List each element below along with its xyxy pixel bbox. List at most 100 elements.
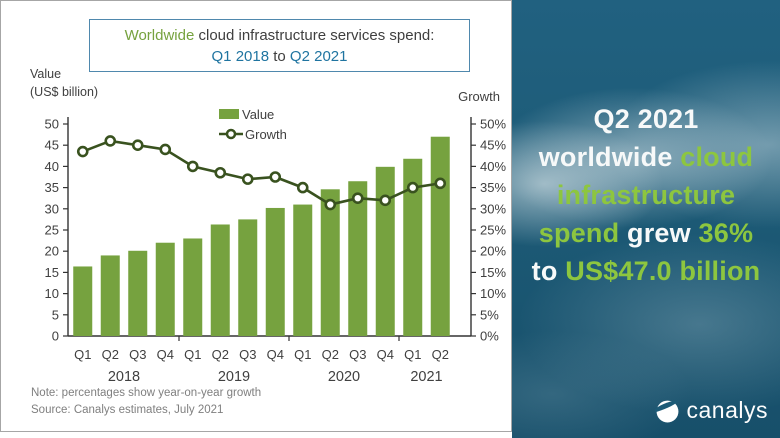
- value-bar: [100, 255, 120, 336]
- value-bar: [375, 166, 395, 336]
- right-tick-label: 10%: [480, 286, 506, 301]
- legend-value-label: Value: [242, 106, 275, 122]
- headline-segment: grew: [627, 218, 699, 248]
- growth-point: [241, 173, 254, 185]
- chart-notes: Note: percentages show year-on-year grow…: [31, 385, 261, 419]
- quarter-label: Q2: [432, 347, 449, 362]
- value-bar: [403, 158, 423, 336]
- year-label: 2019: [218, 369, 250, 385]
- title-range-start: Q1 2018: [211, 47, 270, 65]
- growth-point: [324, 198, 337, 211]
- left-tick-label: 45: [45, 138, 59, 153]
- growth-point: [76, 145, 89, 158]
- growth-point: [351, 192, 364, 204]
- chart-title-line2: Q1 2018 to Q2 2021: [212, 46, 348, 67]
- headline-line: infrastructure: [512, 176, 780, 214]
- left-tick-label: 15: [45, 265, 59, 280]
- title-rest: cloud infrastructure services spend:: [194, 26, 435, 44]
- value-bar: [348, 181, 368, 336]
- value-bar: [155, 242, 175, 336]
- year-label: 2020: [328, 369, 360, 385]
- right-tick-label: 35%: [480, 180, 506, 195]
- quarter-label: Q4: [267, 347, 284, 362]
- quarter-label: Q2: [102, 347, 119, 362]
- left-axis-title-line2: (US$ billion): [30, 85, 99, 99]
- growth-point: [186, 160, 199, 173]
- left-tick-label: 40: [45, 159, 59, 174]
- headline-line: to US$47.0 billion: [512, 252, 780, 290]
- value-bar: [238, 219, 258, 336]
- headline-segment: spend: [538, 218, 628, 248]
- headline-segment: 36%: [698, 218, 754, 248]
- right-tick-label: 0%: [480, 329, 499, 344]
- headline-line: Q2 2021: [512, 100, 780, 138]
- value-swatch-icon: [219, 109, 239, 119]
- headline-segment: US$47.0 billion: [565, 256, 761, 286]
- title-range-mid: to: [269, 47, 290, 65]
- quarter-label: Q1: [404, 347, 421, 362]
- chart-title-line1: Worldwide cloud infrastructure services …: [125, 25, 435, 46]
- left-axis-title-line1: Value: [30, 67, 62, 81]
- left-axis-title: Value (US$ billion): [30, 65, 98, 101]
- quarter-label: Q1: [294, 347, 311, 362]
- quarter-label: Q3: [349, 347, 366, 362]
- chart-title-box: Worldwide cloud infrastructure services …: [89, 19, 470, 72]
- growth-point: [379, 194, 392, 207]
- headline-segment: to: [531, 256, 566, 286]
- left-tick-label: 25: [45, 223, 59, 238]
- right-tick-label: 40%: [480, 159, 506, 174]
- headline-line: spend grew 36%: [512, 214, 780, 252]
- chart-legend: Value Growth: [219, 104, 287, 144]
- right-axis-title: Growth: [458, 89, 500, 104]
- right-tick-label: 30%: [480, 201, 506, 216]
- growth-point: [406, 181, 419, 194]
- legend-growth-label: Growth: [245, 126, 287, 142]
- quarter-label: Q4: [377, 347, 394, 362]
- canalys-logo: canalys: [654, 397, 768, 424]
- left-tick-label: 20: [45, 244, 59, 259]
- quarter-label: Q1: [74, 347, 91, 362]
- headline-segment: cloud: [680, 142, 754, 172]
- growth-point: [434, 177, 447, 190]
- canalys-logo-icon: [654, 400, 680, 423]
- highlight-panel: Q2 2021 worldwide cloud infrastructure spen…: [512, 0, 780, 438]
- quarter-label: Q3: [239, 347, 256, 362]
- growth-point: [159, 143, 172, 156]
- headline-segment: Q2 2021: [593, 104, 699, 134]
- quarter-label: Q3: [129, 347, 146, 362]
- right-tick-label: 25%: [480, 223, 506, 238]
- panel-headline: Q2 2021 worldwide cloud infrastructure spen…: [512, 100, 780, 290]
- growth-point: [269, 171, 282, 183]
- value-bar: [430, 136, 450, 336]
- chart-card: Worldwide cloud infrastructure services …: [0, 0, 512, 432]
- title-worldwide: Worldwide: [124, 26, 195, 44]
- value-bar: [183, 238, 203, 336]
- growth-point: [296, 181, 309, 194]
- right-tick-label: 20%: [480, 244, 506, 259]
- right-tick-label: 15%: [480, 265, 506, 280]
- legend-item-growth: Growth: [219, 124, 287, 144]
- headline-segment: worldwide: [538, 142, 681, 172]
- headline-line: worldwide cloud: [512, 138, 780, 176]
- value-bar: [73, 266, 93, 336]
- right-tick-label: 50%: [480, 117, 506, 132]
- year-label: 2018: [108, 369, 140, 385]
- growth-point: [214, 166, 227, 179]
- left-tick-label: 50: [45, 117, 59, 132]
- left-tick-label: 35: [45, 180, 59, 195]
- value-bar: [320, 189, 340, 336]
- left-tick-label: 30: [45, 201, 59, 216]
- bar-line-chart: 0 0% 5 5% 10 10% 15 15% 20 20% 25 25% 30 30% 35 35% 40 40…: [45, 117, 507, 386]
- title-range-end: Q2 2021: [289, 47, 348, 65]
- quarter-label: Q2: [212, 347, 229, 362]
- value-bar: [128, 250, 148, 336]
- value-bar: [293, 204, 313, 336]
- legend-item-value: Value: [219, 104, 287, 124]
- canalys-logo-text: canalys: [686, 397, 768, 423]
- headline-segment: infrastructure: [556, 180, 736, 210]
- right-tick-label: 45%: [480, 138, 506, 153]
- left-tick-label: 5: [52, 307, 59, 322]
- value-bar: [210, 224, 230, 336]
- growth-marker-icon: [219, 128, 243, 140]
